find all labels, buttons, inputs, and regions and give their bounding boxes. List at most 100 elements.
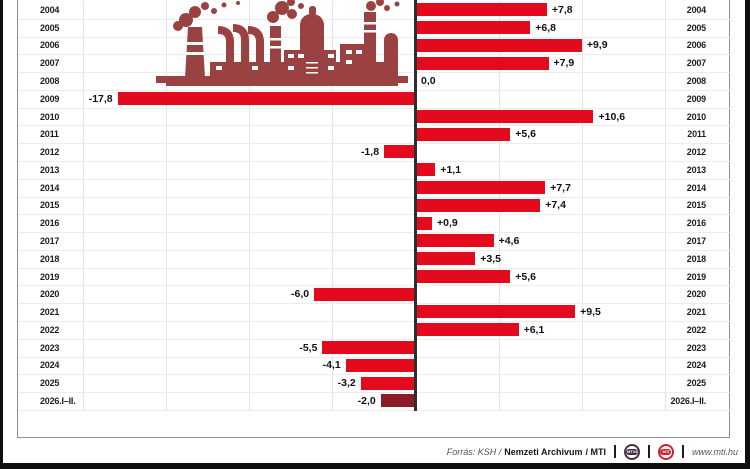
year-label-left-2022: 2022 bbox=[40, 324, 60, 335]
value-label-2008: 0,0 bbox=[421, 74, 436, 87]
year-label-left-2011: 2011 bbox=[40, 129, 59, 140]
year-label-right-2015: 2015 bbox=[686, 200, 706, 211]
mti-logo-text: MTI bbox=[660, 448, 672, 455]
bar-2016 bbox=[417, 216, 432, 230]
year-label-right-2005: 2005 bbox=[686, 22, 706, 33]
source-prefix: Forrás: KSH / bbox=[446, 446, 502, 457]
value-label-2022: +6,1 bbox=[523, 323, 545, 336]
year-label-left-2007: 2007 bbox=[40, 58, 60, 69]
row-separator bbox=[18, 214, 730, 216]
separator-bar bbox=[613, 445, 616, 458]
year-label-left-2021: 2021 bbox=[40, 307, 60, 318]
separator-bar bbox=[681, 445, 684, 458]
row-separator bbox=[18, 232, 730, 234]
mtva-logo-text: MTVA bbox=[625, 448, 639, 455]
year-label-right-2026.I–II.: 2026.I–II. bbox=[670, 396, 706, 407]
bar-2026.I–II. bbox=[380, 394, 414, 408]
year-label-left-2020: 2020 bbox=[40, 289, 60, 300]
year-label-left-2014: 2014 bbox=[40, 182, 60, 193]
row-separator bbox=[18, 196, 730, 198]
value-label-2015: +7,4 bbox=[545, 199, 566, 212]
year-label-left-2008: 2008 bbox=[40, 75, 60, 86]
separator-bar bbox=[647, 445, 650, 458]
bar-2025 bbox=[360, 376, 414, 390]
year-label-right-2021: 2021 bbox=[686, 307, 706, 318]
gridline--15 bbox=[165, 1, 167, 410]
gridline-15 bbox=[665, 1, 667, 410]
year-label-right-2016: 2016 bbox=[686, 218, 706, 229]
bar-2009 bbox=[117, 92, 414, 106]
outer-border-left bbox=[0, 0, 3, 469]
row-separator bbox=[18, 249, 730, 251]
row-separator bbox=[18, 409, 730, 411]
year-label-left-2018: 2018 bbox=[40, 253, 60, 264]
row-separator bbox=[18, 392, 730, 394]
row-separator bbox=[18, 321, 730, 323]
gridline-10 bbox=[582, 1, 583, 410]
bar-2018 bbox=[417, 252, 476, 266]
factory-icon bbox=[156, 0, 408, 86]
value-label-2004: +7,8 bbox=[551, 3, 573, 16]
bar-2012 bbox=[384, 145, 414, 159]
year-label-left-2017: 2017 bbox=[40, 236, 60, 246]
bar-2014 bbox=[417, 181, 546, 194]
bar-2005 bbox=[417, 20, 531, 34]
year-label-left-2023: 2023 bbox=[40, 342, 60, 353]
value-label-2019: +5,6 bbox=[515, 270, 536, 283]
year-label-right-2023: 2023 bbox=[686, 342, 706, 353]
value-label-2005: +6,8 bbox=[535, 21, 556, 34]
source-suffix: / MTI bbox=[585, 446, 606, 457]
website-link: www.mti.hu bbox=[691, 446, 738, 457]
source-text: Forrás: KSH / Nemzeti Archivum / MTI bbox=[447, 447, 606, 457]
value-label-2024: -4,1 bbox=[322, 359, 341, 372]
year-label-left-2019: 2019 bbox=[40, 271, 60, 282]
bar-2007 bbox=[417, 56, 549, 70]
year-label-right-2006: 2006 bbox=[686, 40, 706, 51]
bar-2022 bbox=[417, 323, 519, 337]
bar-2004 bbox=[417, 3, 547, 17]
value-label-2023: -5,5 bbox=[299, 341, 318, 354]
row-separator bbox=[18, 356, 730, 358]
year-label-right-2013: 2013 bbox=[686, 164, 706, 175]
year-label-right-2020: 2020 bbox=[686, 289, 706, 300]
row-separator bbox=[18, 125, 730, 127]
year-label-left-2006: 2006 bbox=[40, 40, 60, 51]
year-label-left-2016: 2016 bbox=[40, 218, 60, 229]
row-separator bbox=[18, 178, 730, 180]
year-label-left-2015: 2015 bbox=[40, 200, 60, 211]
year-label-left-2010: 2010 bbox=[40, 111, 60, 122]
year-label-right-2008: 2008 bbox=[686, 75, 706, 86]
value-label-2012: -1,8 bbox=[360, 146, 380, 159]
bar-2011 bbox=[417, 127, 511, 141]
bar-2023 bbox=[322, 341, 414, 355]
year-label-right-2007: 2007 bbox=[686, 58, 706, 69]
year-label-left-2012: 2012 bbox=[40, 147, 60, 158]
bar-2006 bbox=[417, 38, 582, 52]
value-label-2025: -3,2 bbox=[337, 377, 356, 390]
factory-illustration bbox=[152, 0, 412, 93]
value-label-2016: +0,9 bbox=[436, 217, 458, 230]
value-label-2013: +1,1 bbox=[440, 163, 462, 176]
year-label-right-2009: 2009 bbox=[686, 93, 706, 104]
gridline--10 bbox=[249, 1, 250, 410]
bar-2021 bbox=[417, 305, 576, 319]
year-label-right-2004: 2004 bbox=[686, 4, 706, 15]
outer-border-bottom bbox=[0, 463, 750, 469]
year-label-right-2018: 2018 bbox=[686, 253, 706, 264]
source-org: Nemzeti Archivum bbox=[504, 446, 583, 457]
value-label-2007: +7,9 bbox=[553, 57, 575, 70]
value-label-2010: +10,6 bbox=[598, 110, 626, 123]
row-separator bbox=[18, 285, 730, 287]
chart-card bbox=[17, 0, 730, 438]
year-label-left-2013: 2013 bbox=[40, 164, 60, 175]
value-label-2017: +4,6 bbox=[498, 235, 520, 247]
bar-2015 bbox=[417, 198, 541, 212]
zero-axis bbox=[414, 0, 417, 411]
row-separator bbox=[18, 374, 730, 376]
year-label-right-2012: 2012 bbox=[686, 147, 706, 158]
value-label-2021: +9,5 bbox=[580, 306, 601, 319]
gridline--20 bbox=[82, 1, 84, 410]
year-label-left-2024: 2024 bbox=[40, 360, 60, 371]
bar-2017 bbox=[417, 234, 494, 248]
